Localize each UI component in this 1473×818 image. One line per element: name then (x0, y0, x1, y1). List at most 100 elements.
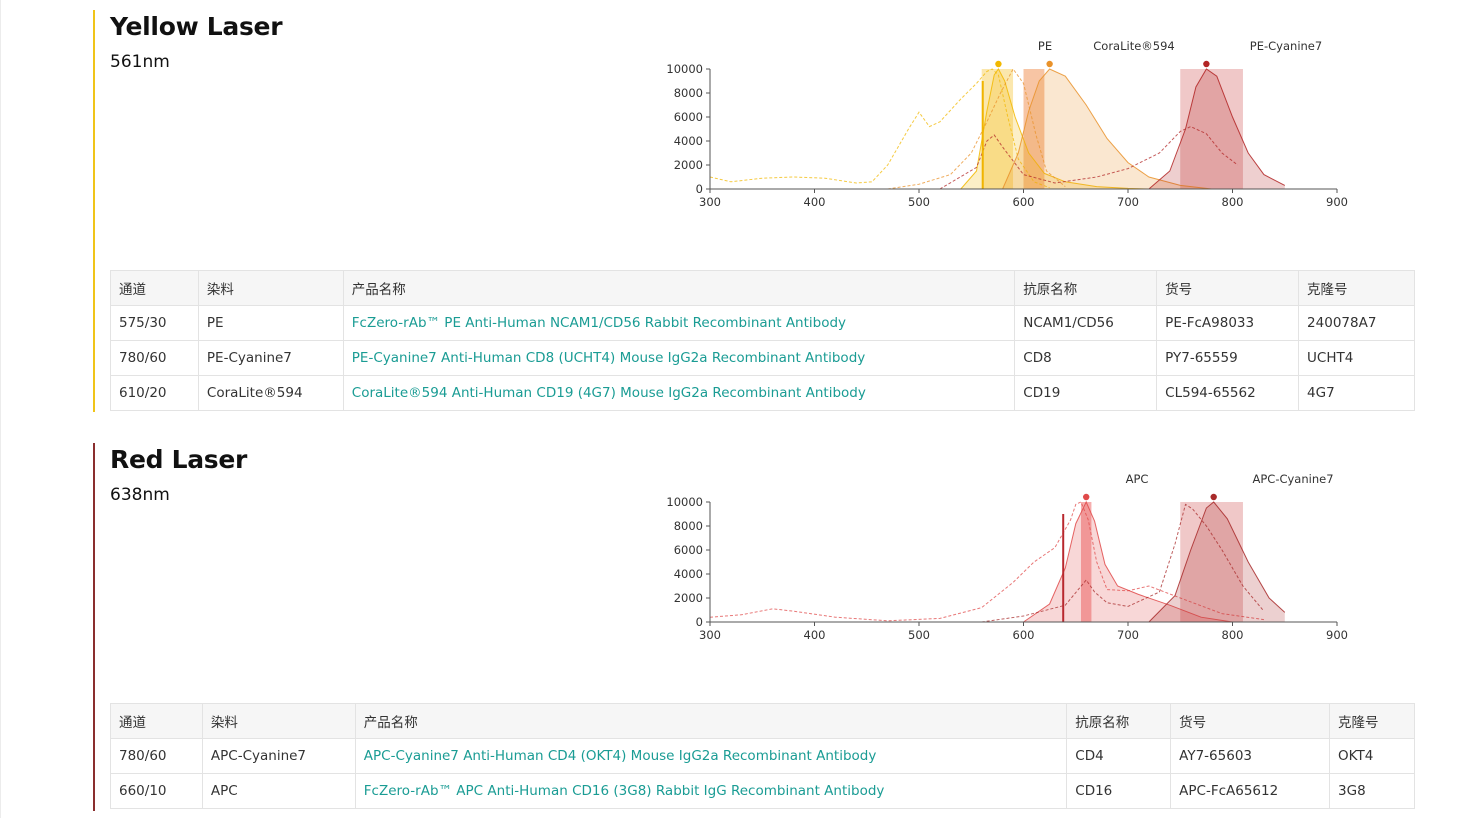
cell-catalog: PE-FcA98033 (1156, 305, 1300, 341)
y-tick-label: 4000 (674, 134, 703, 148)
y-tick-label: 6000 (674, 543, 703, 557)
x-tick-label: 300 (699, 628, 721, 642)
cell-catalog: CL594-65562 (1156, 375, 1300, 411)
filter-band-780-60 (1180, 69, 1243, 189)
cell-catalog: AY7-65603 (1170, 738, 1331, 774)
cell-antigen: CD8 (1014, 340, 1158, 376)
filter-band-575-30 (981, 69, 1014, 189)
emission-area-1 (1002, 69, 1212, 189)
x-tick-label: 700 (1117, 195, 1139, 209)
y-tick-label: 10000 (666, 495, 703, 509)
cell-dye: CoraLite®594 (197, 375, 344, 411)
header-antigen: 抗原名称 (1014, 270, 1158, 306)
header-antigen: 抗原名称 (1066, 703, 1172, 739)
cell-antigen: NCAM1/CD56 (1014, 305, 1158, 341)
cell-dye: APC (201, 773, 356, 809)
table-header-row: 通道 染料 产品名称 抗原名称 货号 克隆号 (110, 270, 1415, 306)
laser-title: Yellow Laser (110, 12, 283, 41)
x-tick-label: 500 (908, 628, 930, 642)
cell-antigen: CD4 (1066, 738, 1172, 774)
y-tick-label: 10000 (666, 62, 703, 76)
x-tick-label: 400 (804, 628, 826, 642)
yellow-laser-section: Yellow Laser 561nm 0 2000 4000 6000 8000 1000… (93, 10, 1423, 412)
x-tick-label: 400 (804, 195, 826, 209)
y-tick-label: 2000 (674, 591, 703, 605)
cell-product: FcZero-rAb™ APC Anti-Human CD16 (3G8) Ra… (354, 773, 1068, 809)
spectra-chart: 0 2000 4000 6000 8000 10000 300 400 500 600 700 800… (666, 39, 1348, 209)
cell-channel: 780/60 (110, 340, 199, 376)
peak-marker-2 (1203, 60, 1210, 68)
emission-area-0 (960, 69, 1149, 189)
emission-line-2 (1148, 68, 1286, 190)
y-tick-label: 2000 (674, 158, 703, 172)
y-tick-label: 0 (696, 182, 703, 196)
red-laser-section: Red Laser 638nm 0 2000 4000 6000 8000 10000 30… (93, 443, 1423, 811)
dye-table: 通道 染料 产品名称 抗原名称 货号 克隆号 780/60 APC-Cyanin… (110, 703, 1415, 809)
table-row: 610/20 CoraLite®594 CoraLite®594 Anti-Hu… (110, 375, 1415, 411)
y-tick-label: 0 (696, 615, 703, 629)
filter-band-660-10 (1080, 502, 1092, 622)
cell-clone: 240078A7 (1298, 305, 1415, 341)
section-accent-bar (93, 10, 95, 412)
emission-line-0 (960, 68, 1149, 190)
filter-band-610-20 (1023, 69, 1045, 189)
cell-product: PE-Cyanine7 Anti-Human CD8 (UCHT4) Mouse… (342, 340, 1016, 376)
header-product-name: 产品名称 (342, 270, 1016, 306)
header-dye: 染料 (197, 270, 344, 306)
emission-line-1 (1148, 501, 1286, 623)
peak-marker-0 (1083, 493, 1090, 501)
peak-marker-0 (995, 60, 1002, 68)
x-tick-label: 900 (1326, 195, 1348, 209)
emission-area-1 (1148, 502, 1285, 622)
cell-channel: 575/30 (110, 305, 199, 341)
cell-product: CoraLite®594 Anti-Human CD19 (4G7) Mouse… (342, 375, 1016, 411)
emission-area-2 (1148, 69, 1285, 189)
dye-label: APC (1126, 472, 1149, 486)
cell-product: APC-Cyanine7 Anti-Human CD4 (OKT4) Mouse… (354, 738, 1068, 774)
cell-channel: 780/60 (110, 738, 203, 774)
product-link[interactable]: APC-Cyanine7 Anti-Human CD4 (OKT4) Mouse… (363, 748, 877, 764)
dye-label: CoraLite®594 (1093, 39, 1174, 53)
y-tick-label: 6000 (674, 110, 703, 124)
x-tick-label: 500 (908, 195, 930, 209)
cell-antigen: CD19 (1014, 375, 1158, 411)
excitation-line-1 (981, 503, 1265, 623)
dye-label: PE (1038, 39, 1052, 53)
cell-catalog: PY7-65559 (1156, 340, 1300, 376)
table-row: 660/10 APC FcZero-rAb™ APC Anti-Human CD… (110, 773, 1415, 809)
cell-clone: OKT4 (1329, 738, 1415, 774)
table-row: 780/60 APC-Cyanine7 APC-Cyanine7 Anti-Hu… (110, 738, 1415, 774)
x-tick-label: 900 (1326, 628, 1348, 642)
dye-label: APC-Cyanine7 (1252, 472, 1333, 486)
y-tick-label: 8000 (674, 519, 703, 533)
product-link[interactable]: FcZero-rAb™ PE Anti-Human NCAM1/CD56 Rab… (351, 315, 847, 331)
peak-marker-1 (1210, 493, 1217, 501)
laser-title: Red Laser (110, 445, 248, 474)
header-catalog-no: 货号 (1170, 703, 1331, 739)
table-row: 780/60 PE-Cyanine7 PE-Cyanine7 Anti-Huma… (110, 340, 1415, 376)
x-tick-label: 600 (1013, 195, 1035, 209)
header-catalog-no: 货号 (1156, 270, 1300, 306)
cell-clone: 3G8 (1329, 773, 1415, 809)
laser-wavelength: 638nm (110, 485, 170, 505)
header-dye: 染料 (201, 703, 356, 739)
spectra-chart: 0 2000 4000 6000 8000 10000 300 400 500 600 700 800… (666, 472, 1348, 642)
cell-channel: 660/10 (110, 773, 203, 809)
header-clone: 克隆号 (1329, 703, 1415, 739)
cell-product: FcZero-rAb™ PE Anti-Human NCAM1/CD56 Rab… (342, 305, 1016, 341)
product-link[interactable]: PE-Cyanine7 Anti-Human CD8 (UCHT4) Mouse… (351, 350, 866, 366)
laser-wavelength: 561nm (110, 52, 170, 72)
cell-clone: 4G7 (1298, 375, 1415, 411)
header-channel: 通道 (110, 703, 203, 739)
header-clone: 克隆号 (1298, 270, 1415, 306)
x-tick-label: 300 (699, 195, 721, 209)
product-link[interactable]: CoraLite®594 Anti-Human CD19 (4G7) Mouse… (351, 385, 866, 401)
product-link[interactable]: FcZero-rAb™ APC Anti-Human CD16 (3G8) Ra… (363, 783, 885, 799)
emission-line-1 (1002, 68, 1212, 190)
section-accent-bar (93, 443, 95, 811)
header-product-name: 产品名称 (354, 703, 1068, 739)
table-header-row: 通道 染料 产品名称 抗原名称 货号 克隆号 (110, 703, 1415, 739)
y-tick-label: 4000 (674, 567, 703, 581)
header-channel: 通道 (110, 270, 199, 306)
cell-catalog: APC-FcA65612 (1170, 773, 1331, 809)
